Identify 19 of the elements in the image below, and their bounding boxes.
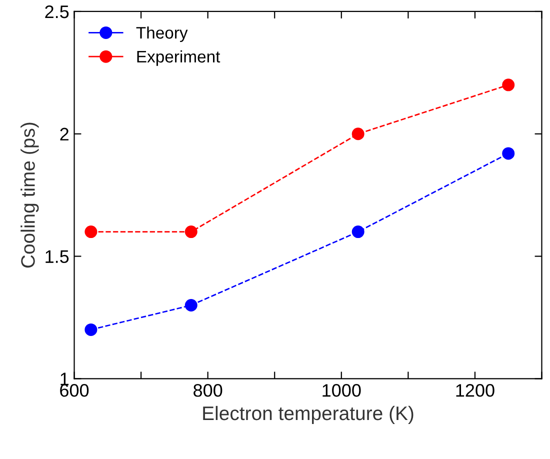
point <box>84 226 98 238</box>
x-axis-title: Electron temperature (K) <box>203 406 414 424</box>
legend-label: Theory <box>136 26 188 42</box>
point <box>184 226 198 238</box>
point <box>184 298 198 312</box>
x-tick-label: 1200 <box>456 384 494 397</box>
point <box>502 147 515 160</box>
point <box>352 226 364 238</box>
point <box>352 128 364 140</box>
x-tick-label: 600 <box>60 384 89 397</box>
y-tick-label: 1.5 <box>46 250 69 263</box>
x-tick-label: 800 <box>194 384 222 397</box>
legend-label: Experiment <box>137 50 220 66</box>
point <box>502 78 515 92</box>
x-tick-label: 1000 <box>322 384 361 397</box>
y-tick-label: 2 <box>60 128 68 140</box>
y-tick-label: 2.5 <box>45 5 69 18</box>
y-axis-title: Cooling time (ps) <box>20 122 39 268</box>
point <box>84 323 98 336</box>
